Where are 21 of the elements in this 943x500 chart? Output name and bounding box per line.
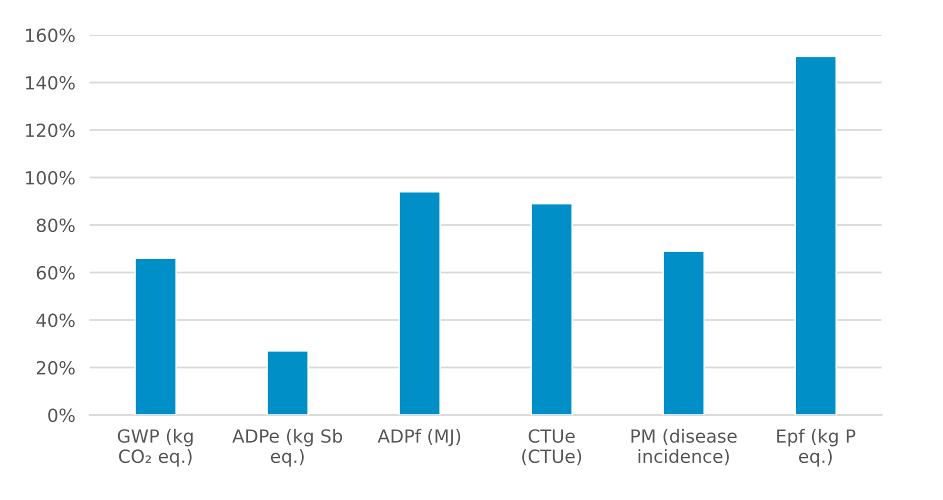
- x-tick-label: GWP (kg CO₂ eq.): [118, 428, 193, 467]
- y-tick-label: 20%: [36, 360, 75, 375]
- bar: [266, 350, 309, 415]
- y-tick-label: 0%: [48, 408, 75, 422]
- y-tick-label: 160%: [26, 28, 75, 42]
- bar: [530, 202, 573, 415]
- y-tick-label: 140%: [26, 76, 75, 90]
- bar: [662, 250, 705, 415]
- y-tick-label: 100%: [26, 170, 75, 185]
- x-tick-label: ADPf (MJ): [378, 428, 460, 446]
- bar: [134, 258, 177, 415]
- x-tick-label: ADPe (kg Sb eq.): [232, 428, 342, 467]
- y-tick-label: 60%: [36, 266, 75, 280]
- y-tick-label: 80%: [36, 218, 75, 232]
- y-tick-label: 40%: [36, 313, 75, 328]
- bar: [794, 56, 837, 415]
- x-tick-label: PM (disease incidence): [632, 428, 737, 466]
- y-tick-label: 120%: [26, 123, 75, 138]
- bar: [398, 191, 441, 415]
- x-tick-label: Epf (kg P eq.): [777, 428, 856, 467]
- x-tick-label: CTUe (CTUe): [522, 429, 582, 466]
